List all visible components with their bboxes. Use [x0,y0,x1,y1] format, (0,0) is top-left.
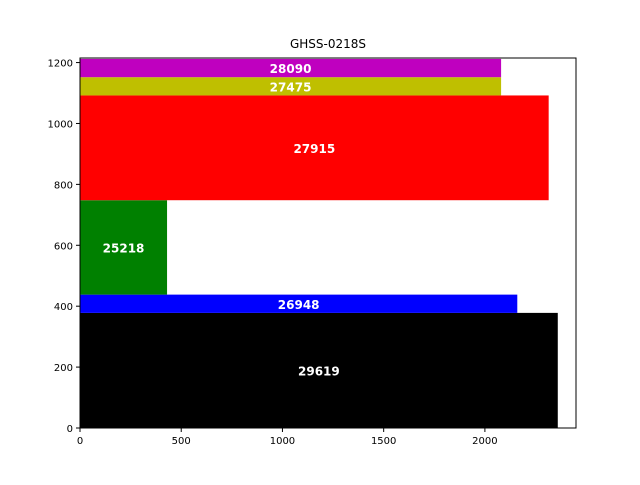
bar-25218 [80,200,168,295]
x-tick-label: 500 [172,436,191,447]
x-tick-label: 1000 [270,436,295,447]
x-tick-label: 1500 [371,436,396,447]
bar-labels-layer: 29619 26948 25218 27915 27475 28090 [103,62,340,378]
bar-label-29619: 29619 [298,364,340,378]
y-tick-label: 800 [54,180,73,191]
bar-27915 [80,95,549,201]
bar-label-28090: 28090 [270,62,312,76]
bar-label-27475: 27475 [270,80,312,94]
bar-28090 [80,58,502,78]
bar-label-26948: 26948 [278,298,320,312]
y-tick-label: 600 [54,241,73,252]
x-tick-label: 0 [77,436,83,447]
y-tick-label: 400 [54,302,73,313]
bar-26948 [80,294,518,313]
bars-layer [80,58,558,428]
x-tick-label: 2000 [472,436,497,447]
y-tick-label: 200 [54,363,73,374]
y-tick-label: 0 [67,424,73,435]
y-tick-label: 1200 [48,59,73,70]
bar-label-27915: 27915 [293,142,335,156]
x-axis: 0 500 1000 1500 2000 [77,428,498,447]
bar-27475 [80,77,502,96]
plot-frame [79,57,577,429]
chart-title: GHSS-0218S [290,37,366,51]
y-tick-label: 1000 [48,119,73,130]
y-axis: 0 200 400 600 800 1000 1200 [48,59,80,435]
bar-29619 [80,312,558,428]
bar-label-25218: 25218 [103,241,145,255]
